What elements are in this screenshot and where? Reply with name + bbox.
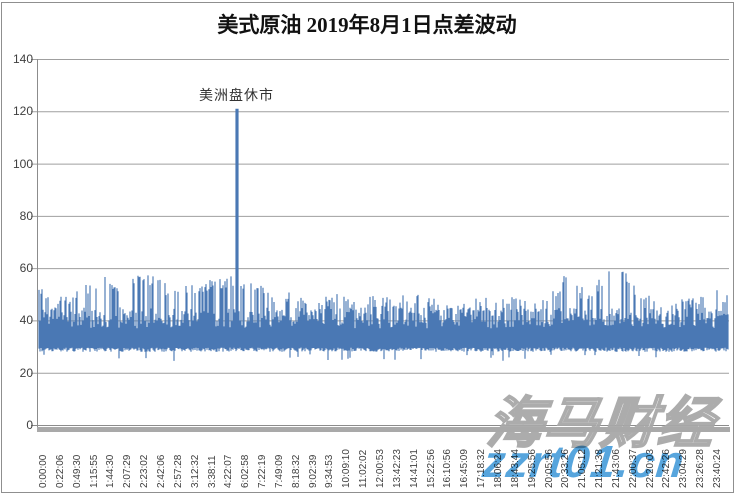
- x-tick-label: 2:23:02: [139, 454, 151, 488]
- y-tick-label: 20: [19, 365, 33, 380]
- x-axis-strip: [37, 427, 730, 432]
- y-tick-label: 120: [12, 104, 33, 119]
- x-tick-label: 14:41:01: [408, 449, 420, 488]
- x-tick-label: 3:12:32: [189, 454, 201, 488]
- y-tick-label: 80: [19, 208, 33, 223]
- plot-svg: [31, 59, 729, 427]
- x-tick-label: 1:44:30: [105, 454, 117, 488]
- x-tick-label: 3:38:11: [206, 455, 218, 488]
- x-tick-label: 0:22:06: [54, 454, 66, 488]
- x-tick-label: 4:22:07: [223, 454, 235, 488]
- x-tick-label: 9:34:53: [324, 454, 336, 488]
- y-tick-label: 0: [26, 418, 33, 432]
- x-tick-label: 0:00:00: [38, 454, 49, 488]
- x-tick-label: 23:40:24: [712, 449, 723, 488]
- x-tick-label: 0:49:30: [71, 454, 83, 488]
- x-tick-label: 7:49:09: [273, 454, 285, 488]
- chart-title: 美式原油 2019年8月1日点差波动: [217, 13, 517, 37]
- x-tick-label: 16:10:56: [442, 449, 454, 488]
- y-tick-label: 40: [19, 313, 33, 328]
- y-tick-label: 140: [12, 52, 33, 66]
- x-tick-label: 11:02:02: [358, 449, 370, 488]
- spike-annotation: 美洲盘休市: [199, 87, 274, 103]
- watermark-url: zzrt01.cn: [480, 436, 688, 487]
- x-tick-label: 2:42:06: [155, 454, 167, 488]
- y-tick-label: 60: [19, 261, 33, 276]
- x-tick-label: 1:15:55: [88, 454, 100, 488]
- x-tick-label: 7:22:19: [257, 454, 269, 488]
- x-tick-label: 12:00:53: [375, 449, 386, 488]
- x-tick-label: 15:22:56: [425, 449, 437, 488]
- x-tick-label: 13:42:23: [391, 449, 403, 488]
- x-tick-label: 10:09:10: [341, 449, 353, 488]
- y-tick-label: 100: [12, 156, 33, 171]
- x-tick-label: 9:02:39: [307, 454, 319, 488]
- x-tick-label: 8:18:32: [290, 454, 302, 488]
- x-tick-label: 6:02:58: [240, 454, 252, 488]
- x-tick-label: 2:57:28: [172, 454, 184, 488]
- x-tick-label: 2:07:29: [122, 454, 134, 488]
- x-tick-label: 16:45:09: [459, 449, 471, 488]
